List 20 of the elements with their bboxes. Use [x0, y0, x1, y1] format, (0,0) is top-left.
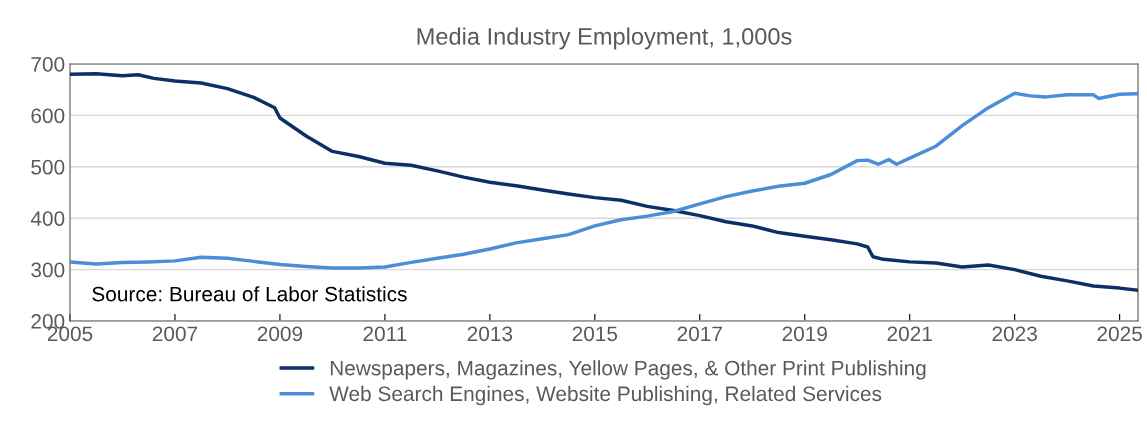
y-tick-label: 500 [31, 159, 65, 175]
chart-title: Media Industry Employment, 1,000s [417, 27, 792, 50]
x-tick-label: 2021 [887, 326, 932, 342]
x-tick-label: 2019 [782, 326, 827, 342]
x-tick-label: 2015 [572, 326, 618, 342]
x-tick-label: 2011 [363, 326, 407, 342]
legend-label: Web Search Engines, Website Publishing, Related Services [329, 385, 882, 406]
x-tick-label: 2017 [677, 326, 722, 342]
y-tick-label: 400 [30, 211, 65, 226]
legend-label: Newspapers, Magazines, Yellow Pages, & Other Print Publishing [330, 360, 926, 380]
x-tick-label: 2023 [992, 326, 1037, 342]
x-tick-label: 2007 [152, 326, 198, 342]
line-series [70, 91, 1138, 270]
annotation: Source: Bureau of Labor Statistics [92, 286, 407, 302]
y-tick-label: 700 [31, 57, 65, 72]
y-tick-label: 300 [31, 262, 65, 278]
x-tick-label: 2009 [257, 326, 303, 342]
y-tick-label: 600 [31, 108, 65, 124]
x-tick-label: 2025 [1097, 326, 1142, 342]
x-tick-label: 2013 [467, 326, 513, 342]
